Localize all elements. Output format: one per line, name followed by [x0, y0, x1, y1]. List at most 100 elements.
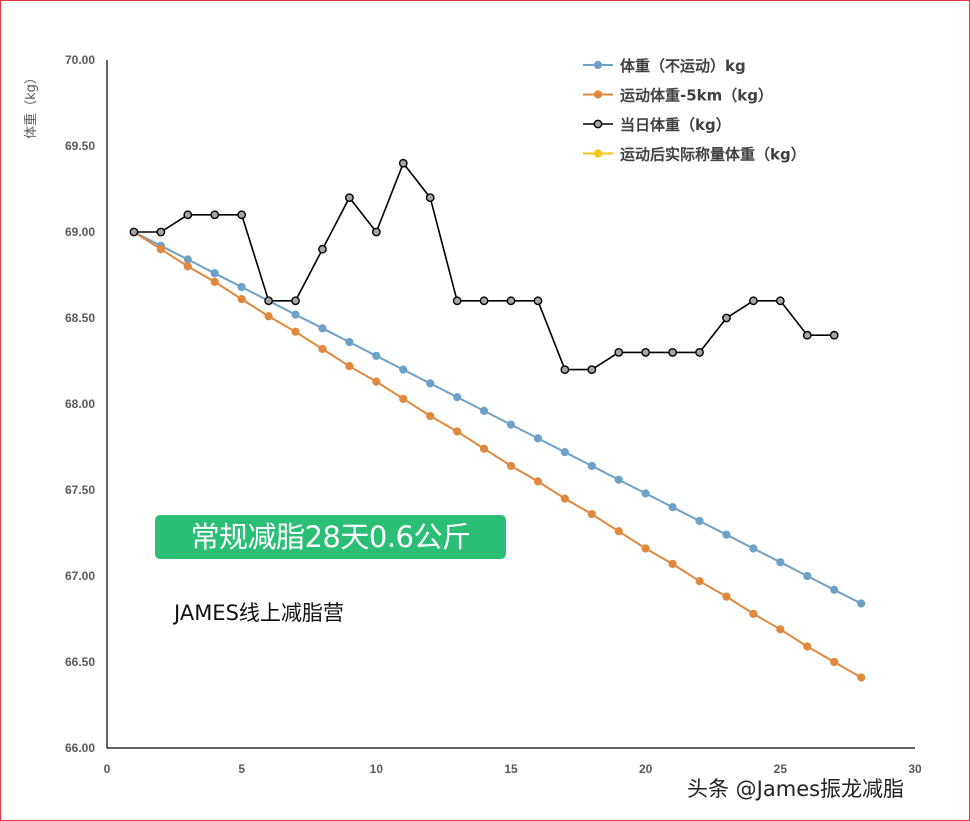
series-1-point-3 [210, 277, 219, 286]
series-0-point-25 [803, 571, 812, 581]
series-2-point-6 [291, 296, 300, 306]
legend-entry-3: 运动后实际称量体重（kg） [583, 146, 806, 164]
watermark-text: 头条 @James振龙减脂 [687, 777, 905, 801]
series-2-point-15 [533, 296, 543, 306]
series-2-point-17 [587, 365, 597, 374]
series-0-point-13 [479, 406, 489, 415]
x-tick-label-2: 10 [370, 762, 384, 776]
series-1-point-9 [372, 377, 381, 386]
series-2-point-19 [641, 347, 651, 357]
series-2-point-20 [668, 347, 677, 357]
series-2-point-4 [237, 210, 247, 220]
series-1-point-12 [453, 427, 462, 436]
series-2-point-16 [560, 365, 570, 374]
series-0-point-18 [614, 475, 623, 484]
series-1-point-2 [183, 262, 192, 271]
series-1-point-4 [237, 294, 246, 304]
series-2 [129, 158, 839, 374]
series-0-point-27 [857, 599, 866, 608]
series-2-point-11 [425, 193, 435, 203]
series-0-point-14 [506, 420, 516, 429]
series-layer [129, 158, 866, 682]
series-0-point-8 [345, 337, 354, 347]
series-2-point-10 [398, 158, 408, 168]
series-0-point-6 [291, 310, 300, 319]
series-2-point-9 [371, 227, 381, 237]
series-1-point-24 [776, 625, 785, 634]
series-2-point-13 [479, 296, 489, 306]
series-0-point-7 [318, 324, 327, 333]
series-1-point-7 [318, 344, 327, 354]
series-1-point-16 [560, 494, 569, 503]
series-0-point-2 [183, 255, 192, 264]
series-0-point-12 [453, 393, 462, 402]
y-axis-title: 体重（kg） [23, 71, 39, 139]
x-tick-label-6: 30 [908, 762, 922, 776]
series-1-point-13 [479, 444, 489, 453]
y-tick-label-5: 68.50 [65, 311, 95, 325]
series-0-point-11 [426, 379, 435, 388]
series-2-point-14 [506, 296, 516, 306]
series-2-point-22 [722, 313, 731, 323]
y-tick-label-7: 69.50 [65, 139, 95, 153]
legend-entry-2: 当日体重（kg） [583, 116, 731, 134]
y-tick-label-4: 68.00 [65, 397, 95, 411]
series-2-point-25 [802, 330, 812, 340]
series-0-point-4 [237, 282, 246, 292]
series-0-point-23 [749, 544, 758, 553]
y-tick-label-3: 67.50 [65, 483, 95, 497]
legend-marker-0 [593, 60, 603, 70]
series-1-point-1 [156, 245, 165, 254]
series-1-point-6 [291, 327, 300, 336]
legend-marker-1 [593, 90, 603, 99]
series-0-point-19 [641, 489, 650, 498]
series-1-point-20 [668, 559, 677, 569]
series-1-line [133, 231, 862, 679]
series-0-point-3 [210, 269, 219, 278]
legend-label-3: 运动后实际称量体重（kg） [620, 146, 806, 164]
legend-label-2: 当日体重（kg） [620, 116, 731, 134]
series-1-point-22 [722, 592, 731, 601]
series-2-point-12 [452, 296, 462, 306]
series-1-point-11 [426, 411, 435, 421]
series-2-point-26 [829, 330, 839, 340]
series-1-point-8 [345, 362, 354, 371]
series-0-point-24 [776, 558, 785, 567]
series-1 [129, 227, 866, 682]
x-tick-labels: 0 5 10 15 20 25 30 [104, 762, 922, 776]
series-2-point-5 [264, 296, 273, 306]
series-2-point-2 [183, 210, 193, 220]
y-tick-label-2: 67.00 [65, 569, 95, 583]
series-1-point-26 [830, 657, 839, 667]
legend-label-1: 运动体重-5km（kg） [620, 87, 773, 105]
x-tick-label-4: 20 [639, 762, 653, 776]
y-tick-label-0: 66.00 [65, 741, 95, 755]
legend-marker-2 [593, 119, 603, 129]
series-1-point-10 [399, 394, 408, 403]
series-1-point-23 [749, 609, 758, 618]
series-2-point-7 [318, 244, 327, 254]
x-tick-label-0: 0 [104, 762, 111, 776]
y-tick-label-8: 70.00 [65, 53, 95, 67]
x-tick-label-3: 15 [504, 762, 518, 776]
series-2-point-0 [129, 227, 139, 237]
series-0-point-17 [587, 461, 596, 471]
series-2-point-8 [344, 193, 354, 203]
series-0-line [133, 231, 862, 605]
series-1-point-5 [264, 312, 273, 321]
series-2-line [133, 161, 835, 371]
x-tick-label-1: 5 [238, 762, 245, 776]
headline-banner: 常规减脂28天0.6公斤 [155, 515, 506, 559]
series-0 [129, 227, 866, 608]
series-1-point-15 [533, 477, 543, 486]
legend: 体重（不运动）kg 运动体重-5km（kg） 当日体重（kg） 运动后实际称量体重（k… [583, 57, 806, 164]
series-1-point-27 [857, 673, 866, 682]
series-2-point-24 [775, 296, 785, 306]
series-2-point-21 [695, 347, 704, 357]
series-1-point-14 [506, 461, 516, 471]
legend-label-0: 体重（不运动）kg [620, 57, 746, 75]
series-0-point-20 [668, 503, 677, 512]
series-0-point-15 [533, 434, 543, 443]
series-2-point-1 [156, 227, 166, 237]
